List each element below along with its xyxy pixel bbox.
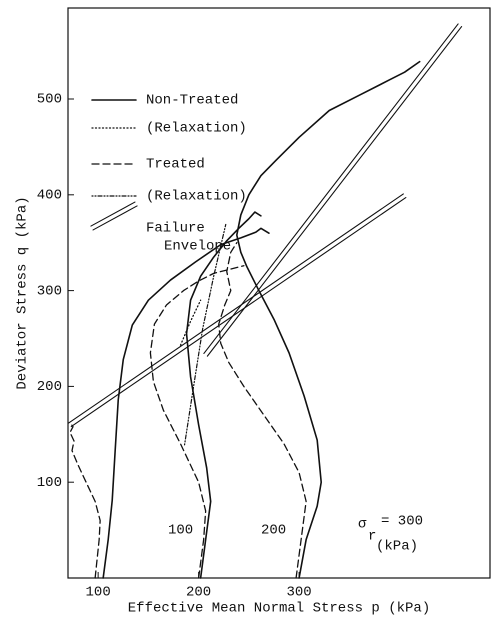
annotation: r [368,529,376,545]
y-tick-label: 300 [37,283,62,299]
failure-envelope [206,26,463,357]
annotation: σ [358,517,367,533]
y-tick-label: 500 [37,92,62,108]
y-tick-label: 100 [37,475,62,491]
failure-envelope [70,197,407,428]
failure-envelope [203,23,459,354]
annotation: = 300 [381,514,423,530]
legend-label: Failure [146,221,205,237]
stress-path [179,299,202,346]
legend-label: (Relaxation) [146,121,247,137]
legend-label: Treated [146,157,205,173]
y-axis-label: Deviator Stress q (kPa) [15,196,31,389]
stress-path [69,422,101,579]
x-tick-label: 100 [86,585,111,601]
legend-label: (Relaxation) [146,189,247,205]
y-tick-label: 200 [37,379,62,395]
x-axis-label: Effective Mean Normal Stress p (kPa) [128,601,430,617]
stress-path [102,227,270,579]
stress-path [183,223,227,446]
stress-path [185,211,262,579]
failure-envelope [68,193,404,424]
plot-frame [67,7,491,579]
x-tick-label: 300 [286,585,311,601]
annotation: 200 [261,523,286,539]
stress-path [149,265,245,579]
legend-symbol [90,201,136,227]
stress-path [218,242,307,579]
legend-label: Envelope [164,239,231,255]
y-tick-label: 400 [37,188,62,204]
x-tick-label: 200 [186,585,211,601]
legend-symbol [92,205,138,231]
annotation: (kPa) [376,539,418,555]
stress-path [236,60,421,579]
legend-label: Non-Treated [146,93,238,109]
annotation: 100 [168,523,193,539]
